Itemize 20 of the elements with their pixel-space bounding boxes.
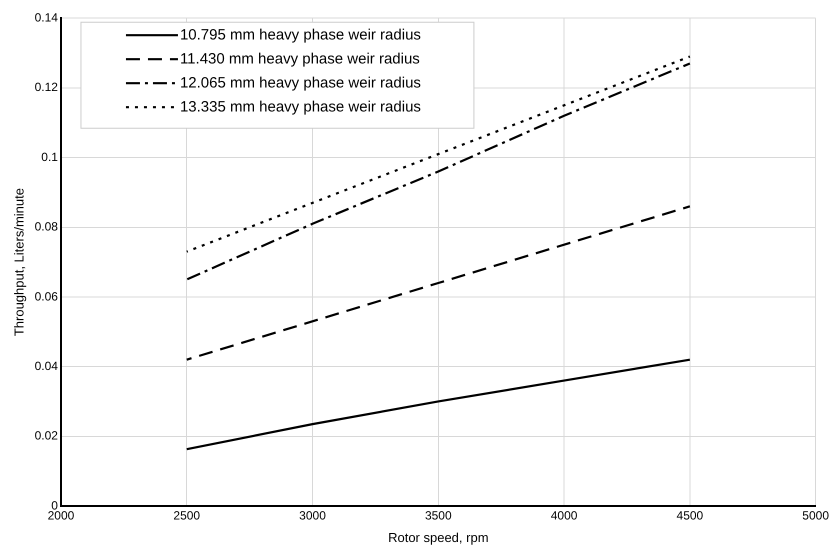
x-tick-label: 3500	[424, 508, 452, 523]
legend-label: 13.335 mm heavy phase weir radius	[180, 98, 421, 116]
y-axis-title: Throughput, Liters/minute	[11, 188, 26, 336]
y-tick-label: 0.04	[34, 358, 58, 373]
y-tick-label: 0.1	[41, 150, 58, 164]
y-tick-label: 0.08	[34, 220, 58, 234]
y-tick-label: 0.06	[34, 289, 58, 304]
legend-label: 12.065 mm heavy phase weir radius	[180, 74, 421, 92]
legend-label: 11.430 mm heavy phase weir radius	[180, 50, 420, 68]
y-tick-label: 0.14	[34, 10, 58, 25]
x-tick-label: 2500	[173, 508, 200, 523]
y-tick-label: 0.02	[34, 428, 58, 443]
x-tick-label: 4500	[676, 508, 704, 523]
x-axis-title: Rotor speed, rpm	[388, 530, 489, 545]
legend-label: 10.795 mm heavy phase weir radius	[180, 26, 421, 44]
line-series	[186, 205, 691, 361]
x-tick-label: 4000	[550, 508, 578, 523]
x-tick-label: 3000	[299, 508, 326, 523]
y-tick-label: 0.12	[34, 80, 58, 94]
x-tick-label: 5000	[802, 508, 830, 523]
